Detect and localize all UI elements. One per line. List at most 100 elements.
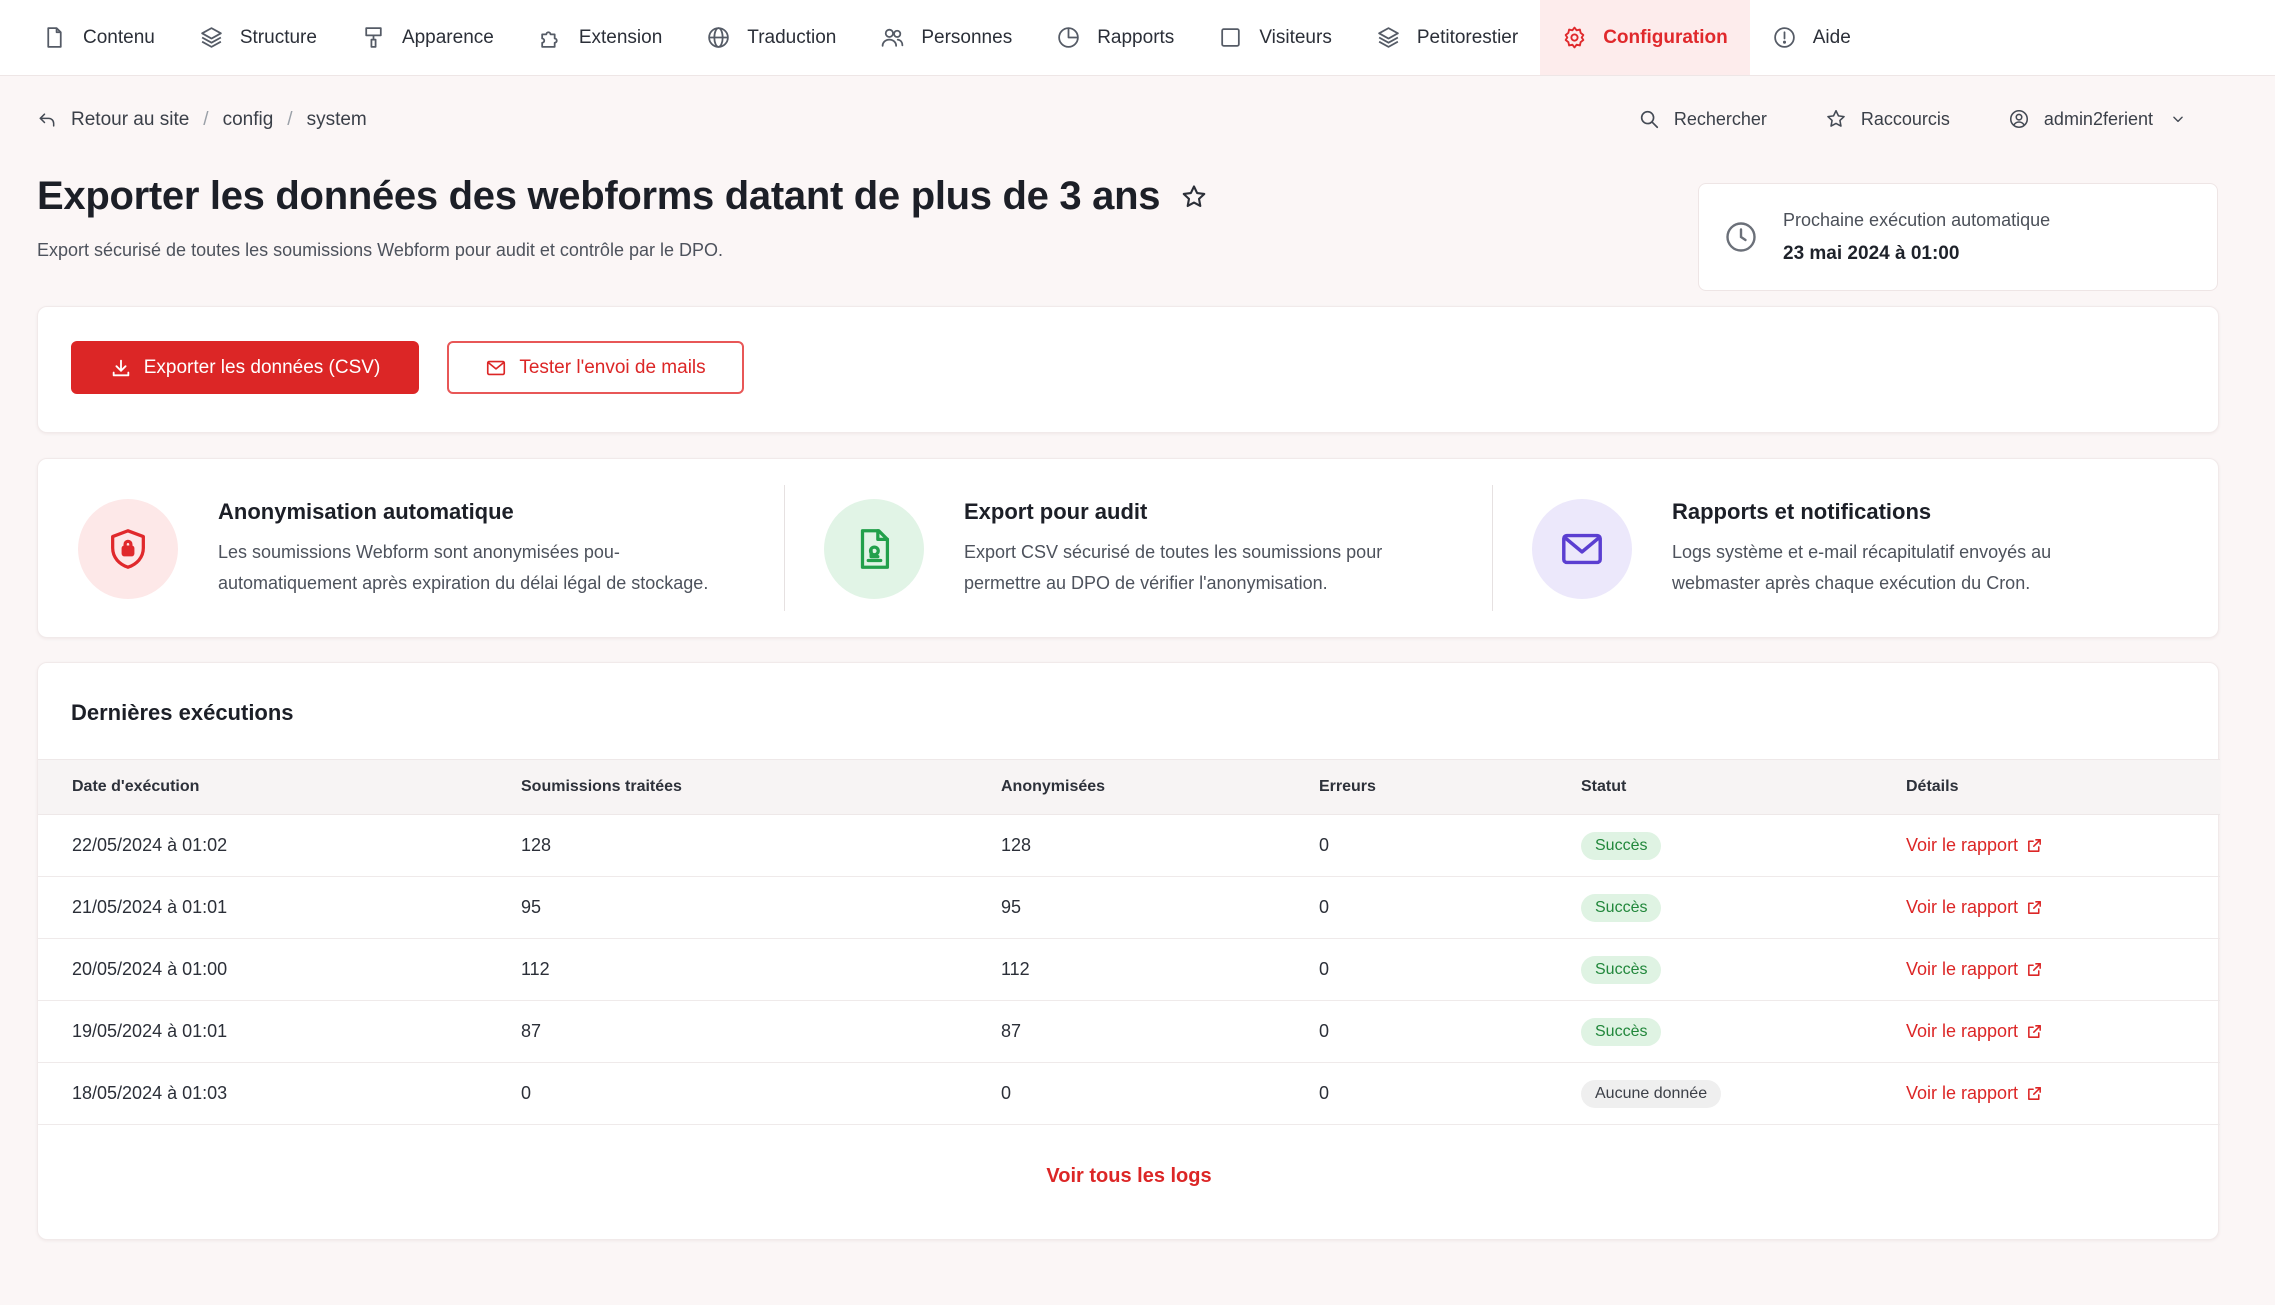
cell-errors: 0 [1319, 1021, 1330, 1041]
breadcrumb-separator: / [287, 109, 293, 130]
view-all-logs-link[interactable]: Voir tous les logs [1046, 1165, 1212, 1187]
view-report-label: Voir le rapport [1906, 1021, 2019, 1041]
nav-item-label: Structure [239, 26, 317, 48]
external-link-icon [2028, 901, 2042, 914]
nav-item-aide[interactable]: Aide [1750, 0, 1873, 75]
next-run-label: Prochaine exécution automatique [1783, 209, 2051, 230]
table-row: 19/05/2024 à 01:01 87 87 0 Succès Voir l… [38, 1001, 2220, 1063]
mail-icon [487, 360, 506, 375]
column-header-anonymized: Anonymisées [967, 759, 1285, 815]
feature-text: Rapports et notifications Logs système e… [1672, 499, 2232, 599]
executions-card: Dernières exécutions Date d'exécution So… [37, 662, 2220, 1240]
nav-item-label: Configuration [1603, 26, 1728, 48]
table-row: 22/05/2024 à 01:02 128 128 0 Succès Voir… [38, 815, 2220, 877]
cell-processed: 112 [521, 959, 550, 979]
nav-item-label: Petitorestier [1416, 26, 1519, 48]
feature-title: Rapports et notifications [1672, 499, 1932, 524]
feature-description-line: permettre au DPO de vérifier l'anonymisa… [964, 573, 1328, 593]
view-report-link[interactable]: Voir le rapport [1906, 835, 2043, 856]
favorite-star-icon[interactable] [1180, 183, 1208, 211]
nav-item-apparence[interactable]: Apparence [339, 0, 516, 75]
status-badge: Aucune donnée [1581, 1079, 1722, 1108]
gear-icon [1564, 26, 1585, 49]
back-to-site-link[interactable]: Retour au site [37, 109, 189, 131]
pie-chart-icon [1058, 27, 1079, 48]
breadcrumb-item-system[interactable]: system [306, 109, 367, 130]
feature-icon-circle [1532, 499, 1632, 599]
user-name: admin2ferient [2043, 108, 2153, 129]
nav-item-petitorestier[interactable]: Petitorestier [1354, 0, 1540, 75]
cell-details: Voir le rapport [1872, 939, 2220, 1001]
nav-item-contenu[interactable]: Contenu [20, 0, 177, 75]
stack-icon [1378, 27, 1399, 48]
next-run-value: 23 mai 2024 à 01:00 [1783, 242, 1960, 264]
shortcuts-label: Raccourcis [1860, 108, 1950, 129]
nav-item-visiteurs[interactable]: Visiteurs [1196, 0, 1354, 75]
cell-anonymized: 112 [1001, 959, 1030, 979]
view-report-link[interactable]: Voir le rapport [1906, 897, 2043, 918]
page-subtitle: Export sécurisé de toutes les soumission… [37, 240, 723, 260]
file-icon [47, 27, 62, 48]
cell-date: 20/05/2024 à 01:00 [72, 959, 228, 979]
shortcuts-button[interactable]: Raccourcis [1825, 108, 1950, 130]
features-card: Anonymisation automatique Les soumission… [37, 458, 2219, 638]
search-button[interactable]: Rechercher [1638, 108, 1767, 130]
feature-title: Export pour audit [964, 499, 1148, 524]
table-row: 21/05/2024 à 01:01 95 95 0 Succès Voir l… [38, 877, 2220, 939]
status-badge: Succès [1581, 955, 1662, 984]
cell-details: Voir le rapport [1872, 877, 2220, 939]
export-csv-label: Exporter les données (CSV) [143, 356, 381, 378]
column-header-date: Date d'exécution [38, 759, 487, 815]
nav-item-label: Visiteurs [1259, 26, 1332, 48]
view-report-link[interactable]: Voir le rapport [1906, 1083, 2043, 1104]
cell-anonymized: 95 [1001, 897, 1022, 917]
cell-processed: 95 [521, 897, 542, 917]
view-report-label: Voir le rapport [1906, 835, 2019, 855]
nav-item-label: Extension [578, 26, 663, 48]
download-icon [112, 359, 129, 376]
nav-item-structure[interactable]: Structure [177, 0, 339, 75]
cell-anonymized: 0 [1001, 1083, 1012, 1103]
nav-item-label: Traduction [747, 26, 837, 48]
nav-item-label: Personnes [921, 26, 1013, 48]
external-link-icon [2028, 1025, 2042, 1038]
column-header-details: Détails [1872, 759, 2220, 815]
cell-status: Aucune donnée [1547, 1063, 1872, 1125]
nav-item-configuration[interactable]: Configuration [1540, 0, 1750, 75]
table-header-row: Date d'exécution Soumissions traitées An… [38, 759, 2220, 815]
cell-details: Voir le rapport [1872, 815, 2220, 877]
nav-item-rapports[interactable]: Rapports [1034, 0, 1196, 75]
user-menu[interactable]: admin2ferient [2008, 108, 2185, 130]
globe-icon [708, 27, 730, 48]
breadcrumb-item-config[interactable]: config [222, 109, 274, 130]
paintbrush-icon [365, 27, 382, 48]
star-icon [1827, 109, 1845, 127]
mail-icon [1562, 533, 1602, 565]
info-icon [1773, 27, 1795, 48]
nav-item-extension[interactable]: Extension [516, 0, 684, 75]
test-mail-label: Tester l'envoi de mails [519, 356, 706, 378]
executions-table: Date d'exécution Soumissions traitées An… [38, 759, 2220, 1125]
feature-description: Export CSV sécurisé de toutes les soumis… [964, 537, 1524, 599]
status-badge: Succès [1581, 1017, 1662, 1046]
feature-title: Anonymisation automatique [218, 499, 514, 524]
breadcrumb-separator: / [203, 109, 209, 130]
cell-anonymized: 87 [1001, 1021, 1022, 1041]
view-report-label: Voir le rapport [1906, 1083, 2019, 1103]
test-mail-button[interactable]: Tester l'envoi de mails [447, 341, 744, 394]
cell-details: Voir le rapport [1872, 1001, 2220, 1063]
feature-description-line: webmaster après chaque exécution du Cron… [1672, 573, 2031, 593]
cell-date: 21/05/2024 à 01:01 [72, 897, 228, 917]
view-report-link[interactable]: Voir le rapport [1906, 1021, 2043, 1042]
file-check-icon [860, 529, 890, 569]
table-row: 20/05/2024 à 01:00 112 112 0 Succès Voir… [38, 939, 2220, 1001]
cell-errors: 0 [1319, 897, 1330, 917]
nav-item-traduction[interactable]: Traduction [684, 0, 858, 75]
cell-errors: 0 [1319, 1083, 1330, 1103]
nav-item-personnes[interactable]: Personnes [858, 0, 1034, 75]
view-report-link[interactable]: Voir le rapport [1906, 959, 2043, 980]
cell-status: Succès [1547, 877, 1872, 939]
breadcrumb: Retour au site / config / system [37, 104, 367, 136]
export-csv-button[interactable]: Exporter les données (CSV) [71, 341, 419, 394]
external-link-icon [2028, 963, 2042, 976]
